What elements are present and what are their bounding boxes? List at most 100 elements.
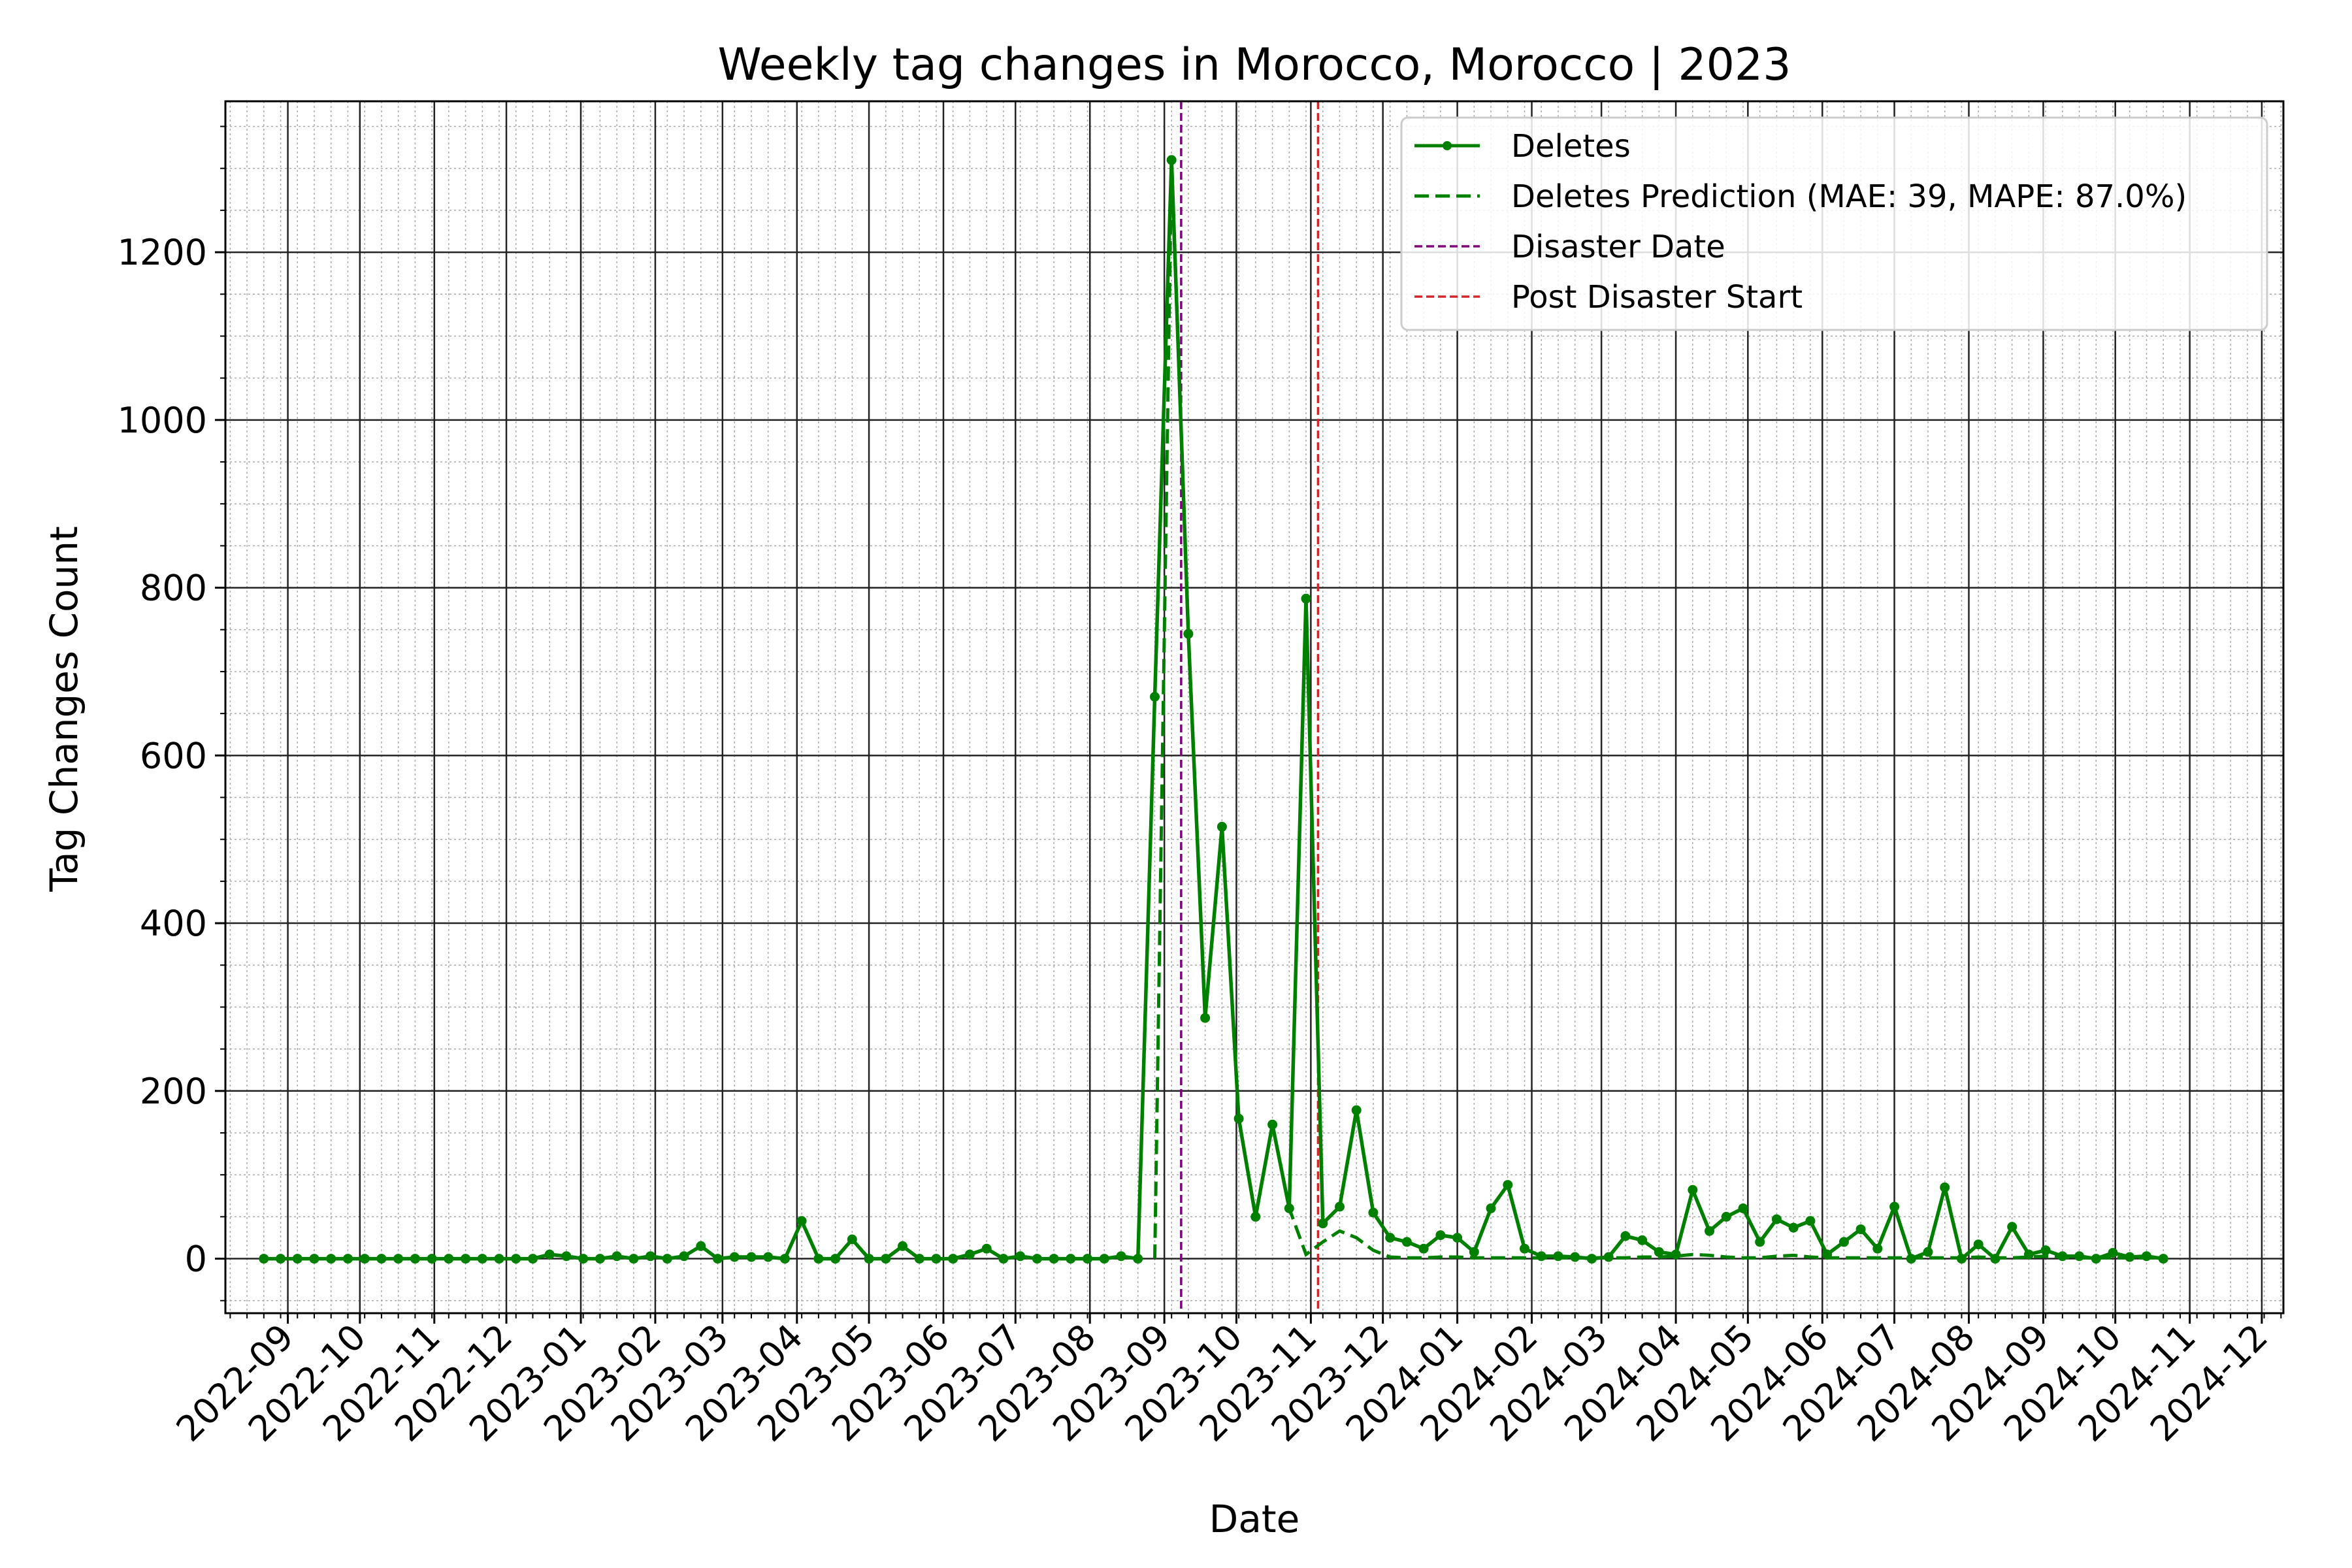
deletes-point	[1049, 1254, 1059, 1264]
deletes-point	[713, 1254, 723, 1264]
deletes-point	[1570, 1252, 1580, 1262]
deletes-point	[2074, 1251, 2085, 1262]
deletes-point	[1335, 1201, 1345, 1212]
deletes-point	[1553, 1251, 1563, 1262]
reference-lines	[1180, 101, 1320, 1313]
deletes-point	[931, 1254, 941, 1264]
deletes-point	[1217, 821, 1227, 832]
deletes-point	[1099, 1254, 1109, 1264]
deletes-point	[1083, 1254, 1092, 1264]
y-tick-label: 800	[140, 568, 207, 609]
deletes-point	[544, 1249, 555, 1260]
deletes-point	[376, 1254, 387, 1264]
deletes-point	[629, 1254, 639, 1264]
deletes-point	[898, 1241, 907, 1251]
deletes-point	[1738, 1203, 1748, 1213]
deletes-point	[1705, 1226, 1714, 1236]
legend-marker-deletes	[1443, 141, 1452, 150]
y-tick-label: 200	[140, 1071, 207, 1112]
deletes-point	[1973, 1239, 1984, 1250]
deletes-point	[1351, 1105, 1362, 1115]
y-axis-ticks: 0 200 400 600 800 1000 1200	[118, 125, 225, 1301]
deletes-point	[1889, 1201, 1900, 1212]
deletes-point	[948, 1254, 958, 1264]
deletes-point	[2158, 1254, 2168, 1264]
deletes-point	[964, 1249, 975, 1260]
deletes-point	[595, 1254, 605, 1264]
deletes-point	[1637, 1235, 1648, 1245]
deletes-point	[1233, 1113, 1244, 1124]
legend-label-post-disaster: Post Disaster Start	[1511, 279, 1803, 316]
deletes-point	[696, 1241, 706, 1251]
deletes-point	[1301, 593, 1311, 604]
deletes-point	[427, 1254, 437, 1264]
deletes-point	[1855, 1224, 1866, 1235]
deletes-point	[259, 1254, 269, 1264]
deletes-point	[1990, 1254, 2001, 1264]
deletes-point	[612, 1251, 622, 1262]
deletes-point	[1688, 1184, 1698, 1195]
deletes-point	[1838, 1237, 1849, 1247]
deletes-point	[2023, 1249, 2034, 1260]
chart-title: Weekly tag changes in Morocco, Morocco |…	[718, 39, 1791, 91]
deletes-point	[1385, 1233, 1396, 1243]
deletes-point	[343, 1254, 353, 1264]
deletes-point	[461, 1254, 471, 1264]
deletes-point	[1788, 1222, 1799, 1233]
deletes-point	[864, 1254, 874, 1264]
deletes-point	[1906, 1254, 1916, 1264]
deletes-point	[2007, 1222, 2017, 1232]
legend-label-disaster: Disaster Date	[1511, 229, 1725, 265]
deletes-point	[1721, 1211, 1731, 1222]
deletes-point	[998, 1254, 1009, 1264]
deletes-point	[796, 1216, 807, 1226]
deletes-point	[1603, 1252, 1614, 1262]
deletes-point	[763, 1252, 774, 1262]
deletes-point	[779, 1254, 790, 1264]
deletes-point	[1418, 1243, 1429, 1254]
deletes-point	[477, 1254, 487, 1264]
deletes-point	[1032, 1254, 1042, 1264]
deletes-point	[679, 1251, 689, 1262]
deletes-point	[1150, 692, 1160, 702]
deletes-point	[746, 1252, 757, 1262]
deletes-point	[292, 1254, 302, 1264]
deletes-point	[1822, 1249, 1833, 1260]
deletes-point	[1318, 1218, 1328, 1229]
legend-box	[1400, 116, 2268, 331]
y-tick-label: 0	[185, 1239, 207, 1280]
deletes-point	[729, 1252, 740, 1262]
deletes-point	[1520, 1243, 1529, 1254]
deletes-point	[1671, 1249, 1681, 1260]
deletes-point	[1133, 1254, 1143, 1264]
deletes-point	[1536, 1251, 1546, 1262]
deletes-point	[326, 1254, 336, 1264]
deletes-point	[1940, 1182, 1950, 1192]
deletes-point	[1923, 1247, 1933, 1257]
deletes-point	[561, 1251, 572, 1262]
deletes-point	[1267, 1119, 1278, 1130]
deletes-point	[1116, 1251, 1126, 1262]
y-tick-label: 1200	[118, 232, 207, 273]
deletes-point	[494, 1254, 504, 1264]
deletes-point	[1957, 1254, 1967, 1264]
deletes-point	[813, 1254, 824, 1264]
deletes-point	[1586, 1254, 1597, 1264]
deletes-point	[1250, 1211, 1261, 1222]
deletes-point	[1166, 155, 1177, 165]
plot-frame	[224, 100, 2285, 1315]
y-tick-label: 400	[140, 903, 207, 944]
deletes-point	[528, 1254, 538, 1264]
deletes-point	[1503, 1180, 1513, 1190]
x-axis-label: Date	[1209, 1497, 1300, 1541]
deletes-point	[1435, 1230, 1446, 1241]
legend: Deletes Deletes Prediction (MAE: 39, MAP…	[1400, 116, 2268, 331]
y-axis-label: Tag Changes Count	[42, 526, 86, 892]
deletes-point	[1200, 1013, 1211, 1023]
deletes-point	[309, 1254, 319, 1264]
deletes-point	[410, 1254, 420, 1264]
deletes-point	[1771, 1214, 1782, 1224]
deletes-point	[1805, 1216, 1816, 1226]
deletes-point	[1284, 1203, 1294, 1213]
